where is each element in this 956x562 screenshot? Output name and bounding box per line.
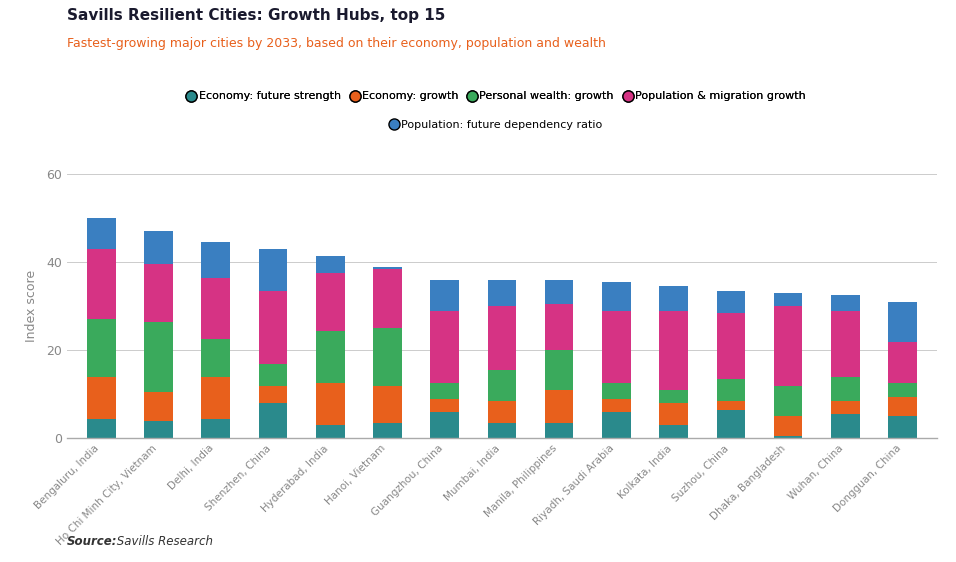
Bar	[831, 401, 859, 414]
Bar	[717, 410, 745, 438]
Bar	[602, 412, 631, 438]
Bar	[144, 321, 173, 392]
Bar	[773, 416, 802, 436]
Bar	[660, 311, 688, 390]
Bar	[430, 311, 459, 383]
Bar	[430, 412, 459, 438]
Bar	[430, 280, 459, 311]
Bar	[202, 278, 230, 339]
Bar	[259, 386, 287, 403]
Bar	[315, 273, 344, 330]
Bar	[717, 313, 745, 379]
Bar	[315, 256, 344, 273]
Bar	[602, 399, 631, 412]
Y-axis label: Index score: Index score	[25, 270, 38, 342]
Bar	[545, 280, 574, 304]
Bar	[773, 386, 802, 416]
Bar	[315, 330, 344, 383]
Bar	[888, 342, 917, 383]
Bar	[660, 403, 688, 425]
Bar	[602, 311, 631, 383]
Text: Source:: Source:	[67, 535, 118, 548]
Text: Savills Research: Savills Research	[113, 535, 213, 548]
Bar	[488, 401, 516, 423]
Bar	[717, 401, 745, 410]
Text: Fastest-growing major cities by 2033, based on their economy, population and wea: Fastest-growing major cities by 2033, ba…	[67, 37, 606, 49]
Bar	[888, 383, 917, 397]
Legend: Economy: future strength, Economy: growth, Personal wealth: growth, Population &: Economy: future strength, Economy: growt…	[185, 87, 810, 106]
Bar	[202, 377, 230, 419]
Bar	[888, 416, 917, 438]
Bar	[660, 425, 688, 438]
Bar	[888, 397, 917, 416]
Bar	[773, 306, 802, 386]
Bar	[831, 295, 859, 311]
Bar	[545, 423, 574, 438]
Bar	[488, 306, 516, 370]
Bar	[545, 350, 574, 390]
Bar	[259, 403, 287, 438]
Bar	[315, 383, 344, 425]
Bar	[717, 291, 745, 313]
Bar	[888, 302, 917, 342]
Bar	[259, 291, 287, 364]
Bar	[87, 218, 116, 249]
Bar	[660, 287, 688, 311]
Bar	[373, 267, 402, 269]
Bar	[373, 328, 402, 386]
Bar	[144, 392, 173, 421]
Bar	[545, 304, 574, 350]
Bar	[373, 423, 402, 438]
Bar	[430, 383, 459, 399]
Bar	[660, 390, 688, 403]
Bar	[87, 419, 116, 438]
Bar	[373, 269, 402, 328]
Bar	[144, 421, 173, 438]
Bar	[430, 399, 459, 412]
Bar	[259, 364, 287, 386]
Bar	[602, 282, 631, 311]
Text: Savills Resilient Cities: Growth Hubs, top 15: Savills Resilient Cities: Growth Hubs, t…	[67, 8, 445, 24]
Bar	[602, 383, 631, 399]
Bar	[315, 425, 344, 438]
Bar	[87, 377, 116, 419]
Bar	[488, 370, 516, 401]
Bar	[144, 265, 173, 321]
Bar	[717, 379, 745, 401]
Bar	[831, 414, 859, 438]
Bar	[87, 319, 116, 377]
Bar	[259, 249, 287, 291]
Bar	[488, 280, 516, 306]
Bar	[831, 311, 859, 377]
Bar	[202, 242, 230, 278]
Bar	[87, 249, 116, 319]
Bar	[202, 419, 230, 438]
Legend: Population: future dependency ratio: Population: future dependency ratio	[387, 115, 607, 134]
Bar	[373, 386, 402, 423]
Bar	[773, 293, 802, 306]
Bar	[202, 339, 230, 377]
Bar	[773, 436, 802, 438]
Bar	[545, 390, 574, 423]
Bar	[144, 232, 173, 265]
Bar	[831, 377, 859, 401]
Bar	[488, 423, 516, 438]
